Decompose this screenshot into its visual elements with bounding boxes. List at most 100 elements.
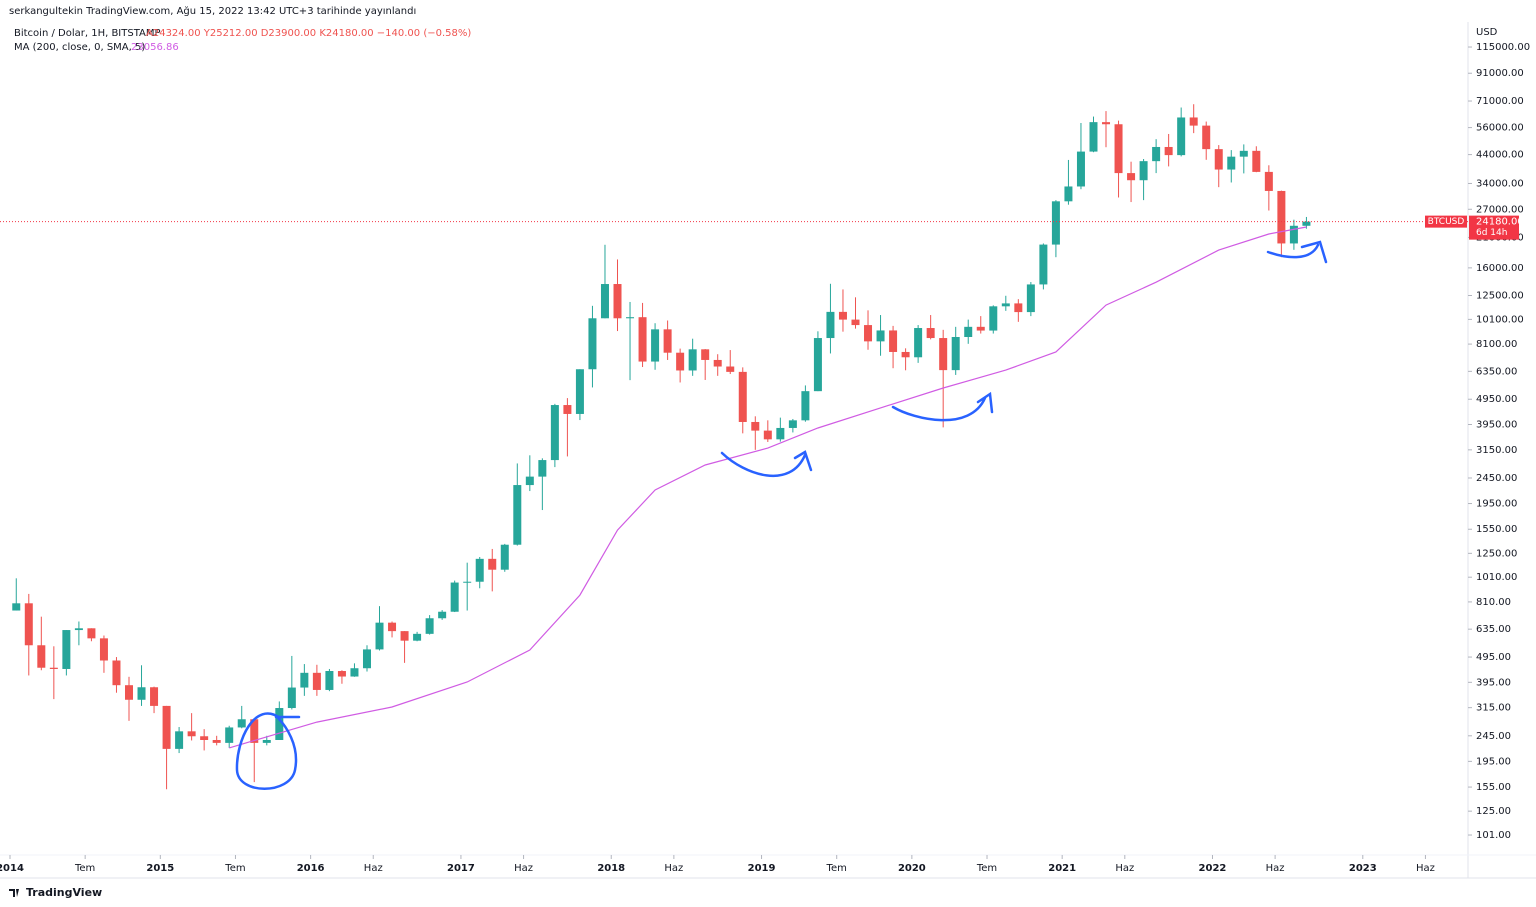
candle-body [651, 329, 660, 362]
candle-body [300, 672, 309, 688]
y-tick-label: 195.00 [1476, 756, 1511, 767]
y-tick-label: 810.00 [1476, 597, 1511, 608]
candle-body [350, 668, 359, 677]
y-tick-label: 44000.00 [1476, 150, 1524, 161]
y-tick-label: 1250.00 [1476, 548, 1517, 559]
y-tick-label: 1010.00 [1476, 572, 1517, 583]
candle-body [375, 622, 384, 650]
candle-body [1202, 125, 1211, 150]
candle-body [914, 328, 923, 358]
candle-body [200, 736, 209, 740]
candle-body [1139, 161, 1148, 181]
price-tag [1469, 215, 1519, 240]
candle-body [989, 306, 998, 331]
x-tick-label: Tem [976, 863, 997, 874]
candle-body [538, 460, 547, 477]
candle-body [575, 369, 584, 414]
candle-body [1039, 244, 1048, 285]
x-tick-label: 2021 [1048, 863, 1076, 874]
candle-body [62, 630, 71, 669]
candle-body [400, 631, 409, 641]
candle-body [964, 326, 973, 337]
candle-body [939, 338, 948, 371]
candle-body [99, 638, 108, 661]
candle-body [525, 476, 534, 486]
x-tick-label: 2017 [447, 863, 475, 874]
plot-area [12, 104, 1311, 790]
candle-body [864, 325, 873, 342]
candle-body [137, 687, 146, 700]
candle-body [1089, 122, 1098, 152]
legend-symbol: Bitcoin / Dolar, 1H, BITSTAMP [14, 28, 161, 39]
candle-body [413, 633, 422, 641]
candle-body [1064, 186, 1073, 202]
y-tick-label: 3150.00 [1476, 445, 1517, 456]
y-tick-label: 27000.00 [1476, 204, 1524, 215]
annotation-arrow [891, 391, 994, 422]
candle-body [613, 284, 622, 319]
candle-body [701, 349, 710, 360]
x-tick-label: Haz [664, 863, 683, 874]
x-tick-label: Tem [224, 863, 245, 874]
candle-body [1164, 146, 1173, 156]
y-tick-label: 3950.00 [1476, 420, 1517, 431]
candle-body [976, 326, 985, 331]
legend-ohlc: A24324.00 Y25212.00 D23900.00 K24180.00 … [146, 28, 471, 39]
y-tick-label: 635.00 [1476, 624, 1511, 635]
y-tick-label: 34000.00 [1476, 178, 1524, 189]
y-tick-label: 91000.00 [1476, 68, 1524, 79]
candle-body [1114, 124, 1123, 174]
y-tick-label: 12500.00 [1476, 291, 1524, 302]
candle-body [325, 671, 334, 690]
logo-icon [9, 889, 19, 897]
candle-body [187, 731, 196, 737]
candle-body [1051, 201, 1060, 245]
candle-body [626, 317, 635, 319]
candle-body [1252, 150, 1261, 172]
annotation-loop [235, 712, 301, 790]
y-tick-label: 1550.00 [1476, 524, 1517, 535]
candle-body [763, 430, 772, 440]
candle-body [438, 611, 447, 619]
candle-body [237, 719, 246, 728]
y-tick-label: 2450.00 [1476, 473, 1517, 484]
candle-body [851, 319, 860, 326]
candle-body [12, 603, 21, 611]
legend-ma-value: 23056.86 [131, 42, 179, 53]
candle-body [49, 667, 58, 669]
candle-body [1302, 221, 1311, 226]
candle-body [1277, 190, 1286, 244]
candle-body [663, 329, 672, 353]
candle-body [362, 649, 371, 669]
candle-body [876, 330, 885, 342]
candle-body [813, 338, 822, 392]
y-tick-label: 16000.00 [1476, 263, 1524, 274]
y-tick-label: 125.00 [1476, 806, 1511, 817]
axis-unit: USD [1476, 27, 1498, 38]
candle-body [826, 311, 835, 339]
x-tick-label: 2019 [748, 863, 776, 874]
x-tick-label: 2018 [597, 863, 625, 874]
y-tick-label: 6350.00 [1476, 366, 1517, 377]
drawings [235, 240, 1328, 790]
candle-body [312, 672, 321, 690]
candle-body [463, 581, 472, 583]
candle-body [37, 645, 46, 668]
candle-body [1127, 173, 1136, 181]
y-tick-label: 71000.00 [1476, 96, 1524, 107]
x-tick-label: 2020 [898, 863, 926, 874]
candle-body [1026, 284, 1035, 313]
candle-body [801, 391, 810, 421]
candle-body [563, 405, 572, 414]
y-tick-label: 101.00 [1476, 830, 1511, 841]
x-tick-label: Haz [514, 863, 533, 874]
candle-body [838, 311, 847, 320]
x-tick-label: 2023 [1349, 863, 1377, 874]
y-tick-label: 8100.00 [1476, 339, 1517, 350]
x-tick-label: Haz [1115, 863, 1134, 874]
y-tick-label: 10100.00 [1476, 314, 1524, 325]
candle-body [688, 349, 697, 371]
candle-body [112, 660, 121, 686]
candle-body [262, 739, 271, 743]
